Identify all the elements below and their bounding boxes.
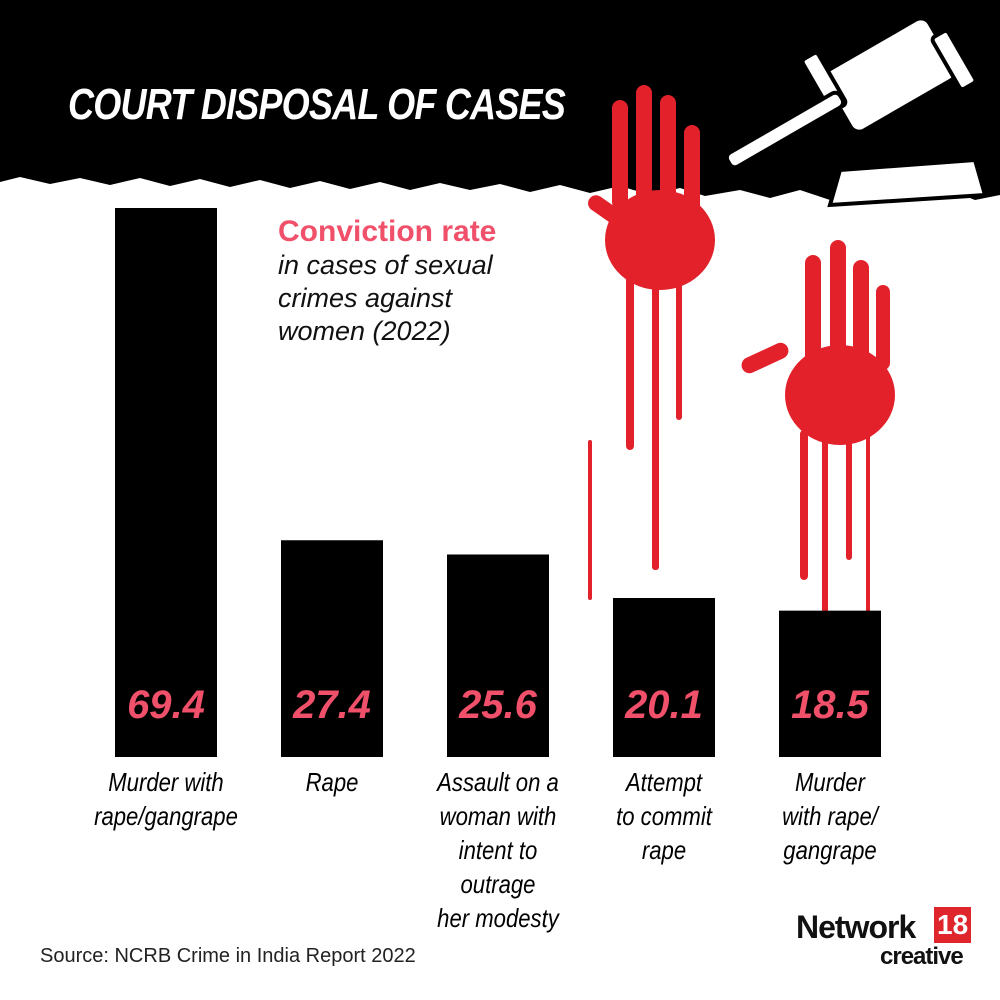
subtitle-line: women (2022) — [278, 316, 451, 346]
category-label: Murder with rape/gangrape — [94, 765, 239, 833]
value-label: 18.5 — [791, 683, 870, 727]
value-label: 20.1 — [624, 683, 703, 727]
chart-subtitle: Conviction rate in cases of sexual crime… — [278, 215, 538, 348]
value-label: 25.6 — [458, 683, 538, 727]
category-label-line: to commit — [616, 801, 712, 831]
subtitle-highlight: Conviction rate — [278, 215, 497, 248]
category-label-line: with rape/ — [782, 801, 878, 831]
category-label-line: Rape — [305, 767, 359, 797]
category-label-line: Murder with — [108, 767, 224, 797]
subtitle-line: in cases of sexual — [278, 250, 493, 280]
bar — [115, 208, 217, 757]
value-label: 69.4 — [127, 683, 205, 727]
logo-18-badge: 18 — [934, 907, 972, 943]
category-label: Attempt to commit rape — [592, 765, 737, 867]
category-label-line: Assault on a — [437, 767, 559, 797]
network18-logo: Network 18 creative — [796, 905, 976, 975]
value-label: 27.4 — [292, 683, 371, 727]
bar — [613, 597, 715, 757]
category-label-line: woman with — [439, 801, 557, 831]
logo-network-text: Network — [796, 909, 916, 945]
category-label-line: Attempt — [625, 767, 703, 797]
gavel-icon — [724, 16, 988, 208]
category-label-line: intent to outrage — [458, 835, 538, 899]
category-label-line: gangrape — [783, 835, 877, 865]
category-label-line: rape — [641, 835, 687, 865]
category-label: Rape — [260, 765, 405, 799]
source-note: Source: NCRB Crime in India Report 2022 — [40, 945, 416, 967]
category-label-line: Murder — [794, 767, 865, 797]
bars-layer: 69.4 27.4 25.6 20.1 18.5 — [115, 208, 881, 757]
category-label-line: her modesty — [437, 903, 559, 933]
category-label: Assault on a woman with intent to outrage h… — [426, 765, 571, 935]
category-label-line: rape/gangrape — [94, 801, 238, 831]
bar — [281, 540, 383, 757]
subtitle-line: crimes against — [278, 283, 453, 313]
category-label: Murder with rape/gangrape — [758, 765, 903, 867]
handprint-icon — [588, 85, 895, 660]
logo-creative-text: creative — [880, 943, 964, 970]
bar — [447, 554, 549, 757]
page-title: COURT DISPOSAL OF CASES — [68, 80, 566, 129]
bar — [779, 610, 881, 757]
